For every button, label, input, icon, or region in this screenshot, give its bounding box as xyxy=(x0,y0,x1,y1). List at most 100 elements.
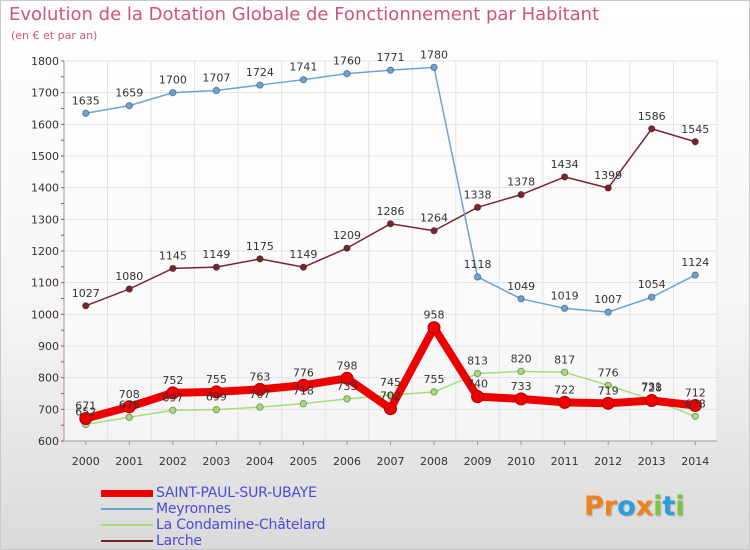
data-point xyxy=(299,75,308,84)
data-label: 731 xyxy=(641,381,662,394)
data-label: 699 xyxy=(206,391,227,404)
data-label: 1741 xyxy=(289,61,317,74)
y-tick-label: 1600 xyxy=(31,118,59,131)
data-label: 733 xyxy=(511,380,532,393)
data-point xyxy=(473,273,482,281)
data-label: 708 xyxy=(119,388,140,401)
y-tick-label: 1200 xyxy=(31,245,59,258)
x-tick-label: 2001 xyxy=(115,455,143,468)
data-label: 1175 xyxy=(246,240,274,253)
legend-item-meyronnes: Meyronnes xyxy=(101,501,231,517)
logo-letter: i xyxy=(675,491,685,522)
proxiti-logo: Proxiti xyxy=(584,491,685,522)
data-point xyxy=(691,412,699,420)
data-point xyxy=(125,413,134,421)
y-tick-label: 1100 xyxy=(31,277,59,290)
data-point xyxy=(209,385,223,399)
data-point xyxy=(296,378,310,392)
logo-letter: x xyxy=(635,491,654,522)
data-label: 745 xyxy=(380,376,401,389)
data-label: 1545 xyxy=(681,123,709,136)
legend-swatch-la-condamine xyxy=(101,524,153,526)
data-point xyxy=(82,109,90,117)
data-label: 733 xyxy=(336,380,357,393)
data-point xyxy=(79,412,93,426)
data-label: 776 xyxy=(293,366,314,379)
data-point xyxy=(517,295,525,303)
data-label: 1635 xyxy=(72,94,100,107)
legend-label-saint-paul: SAINT-PAUL-SUR-UBAYE xyxy=(156,485,317,501)
data-label: 1399 xyxy=(594,169,622,182)
data-label: 1378 xyxy=(507,176,535,189)
x-tick-label: 2007 xyxy=(377,455,405,468)
data-point xyxy=(343,69,351,78)
data-point xyxy=(473,369,482,378)
legend-item-larche: Larche xyxy=(101,533,202,549)
data-label: 728 xyxy=(641,381,662,394)
legend-label-la-condamine: La Condamine-Châtelard xyxy=(156,517,326,533)
chart-title: Evolution de la Dotation Globale de Fonc… xyxy=(9,4,600,25)
x-tick-label: 2009 xyxy=(464,455,492,468)
data-label: 1118 xyxy=(464,258,492,271)
legend-swatch-saint-paul xyxy=(101,489,153,497)
data-label: 776 xyxy=(598,366,619,379)
data-point xyxy=(125,101,134,110)
logo-letter: i xyxy=(653,491,663,522)
data-label: 1700 xyxy=(159,74,187,87)
legend-label-larche: Larche xyxy=(156,533,202,549)
data-label: 722 xyxy=(554,383,575,396)
data-point xyxy=(256,403,264,411)
data-label: 1049 xyxy=(507,280,535,293)
data-point xyxy=(384,402,397,416)
data-point xyxy=(645,393,659,407)
data-label: 798 xyxy=(336,359,357,372)
y-tick-label: 900 xyxy=(38,340,59,353)
data-point xyxy=(256,81,264,89)
y-tick-label: 1700 xyxy=(31,87,59,100)
data-label: 1707 xyxy=(202,71,230,84)
data-point xyxy=(343,395,351,403)
data-label: 1080 xyxy=(115,270,143,283)
data-label: 763 xyxy=(249,370,270,383)
data-label: 1286 xyxy=(377,205,405,218)
data-point xyxy=(560,368,569,376)
data-point xyxy=(299,263,308,271)
data-point xyxy=(514,392,528,406)
legend-item-saint-paul: SAINT-PAUL-SUR-UBAYE xyxy=(101,485,317,501)
x-tick-label: 2000 xyxy=(72,455,100,468)
data-point xyxy=(386,220,395,228)
data-point xyxy=(340,371,354,385)
y-tick-label: 600 xyxy=(38,435,59,448)
legend-label-meyronnes: Meyronnes xyxy=(156,501,231,517)
data-label: 671 xyxy=(75,400,96,413)
data-point xyxy=(691,271,699,279)
data-point xyxy=(648,125,656,133)
data-point xyxy=(122,400,136,414)
data-label: 697 xyxy=(162,391,183,404)
data-point xyxy=(169,88,177,97)
data-point xyxy=(430,388,438,396)
data-label: 1149 xyxy=(289,248,317,261)
data-point xyxy=(691,138,699,146)
data-point xyxy=(253,382,267,396)
data-label: 755 xyxy=(424,373,445,386)
data-label: 1659 xyxy=(115,87,143,100)
data-label: 675 xyxy=(119,398,140,411)
logo-letter: o xyxy=(617,491,636,522)
data-point xyxy=(386,66,395,74)
data-point xyxy=(473,203,482,212)
data-point xyxy=(169,264,177,273)
data-label: 1760 xyxy=(333,55,361,68)
data-point xyxy=(601,396,615,410)
data-label: 1434 xyxy=(551,158,579,171)
data-label: 1007 xyxy=(594,293,622,306)
data-point xyxy=(430,63,438,72)
logo-letter: t xyxy=(662,491,676,522)
data-label: 712 xyxy=(685,387,706,400)
y-tick-label: 1500 xyxy=(31,150,59,163)
data-label: 1054 xyxy=(638,278,666,291)
logo-letter: r xyxy=(603,491,618,522)
data-point xyxy=(256,255,264,263)
data-point xyxy=(212,263,221,271)
